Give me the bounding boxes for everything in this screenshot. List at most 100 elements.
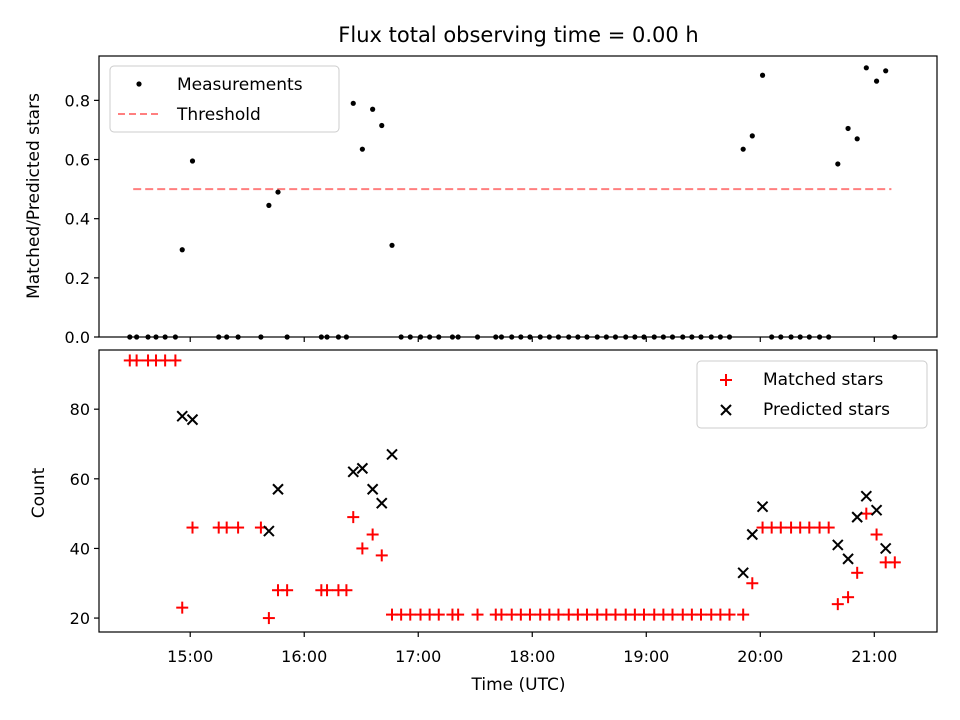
top-legend: Measurements Threshold <box>109 65 340 133</box>
legend-predicted-marker <box>720 404 732 416</box>
matched-star-point <box>822 521 835 534</box>
matched-star-point <box>831 598 844 611</box>
matched-star-point <box>694 608 707 621</box>
predicted-star-point <box>356 462 369 475</box>
measurement-point <box>379 122 385 129</box>
predicted-star-stroke-b <box>860 490 873 502</box>
matched-star-point <box>523 608 536 621</box>
x-tick-label: 17:00 <box>395 647 441 666</box>
bottom-plot-area: 20 40 60 80 15:00 16:00 17:00 18:00 19:00 20:00 21… <box>70 354 901 666</box>
x-tick-label: 18:00 <box>509 647 555 666</box>
predicted-star-point <box>842 553 854 565</box>
legend-predicted-label: Predicted stars <box>763 400 890 420</box>
predicted-star-stroke-b <box>272 483 284 495</box>
predicted-star-point <box>860 490 873 502</box>
matched-star-point <box>637 608 650 621</box>
top-y-tick-label: 0.2 <box>65 269 90 288</box>
predicted-star-stroke-b <box>746 528 759 541</box>
predicted-star-point <box>879 542 892 555</box>
matched-star-point <box>723 608 736 621</box>
bottom-legend-box <box>696 360 928 429</box>
predicted-star-stroke-b <box>347 466 359 478</box>
matched-star-point <box>737 608 750 621</box>
measurement-point <box>389 242 395 248</box>
matched-star-point <box>159 354 172 367</box>
measurement-point <box>759 72 766 78</box>
matched-star-point <box>609 608 622 621</box>
matched-star-point <box>842 591 855 604</box>
matched-star-point <box>356 542 369 555</box>
bottom-legend: Matched stars Predicted stars <box>696 360 928 429</box>
top-legend-box <box>109 65 340 133</box>
legend-matched-label: Matched stars <box>763 370 883 390</box>
measurement-point <box>350 100 356 106</box>
bottom-axes-frame <box>98 349 938 633</box>
measurement-point <box>863 65 869 71</box>
top-y-tick-label: 0.4 <box>65 210 90 229</box>
bottom-y-axis-label: Count <box>29 467 49 518</box>
matched-star-point <box>452 608 465 621</box>
top-y-tick-label: 0.8 <box>65 91 90 110</box>
matched-star-point <box>130 354 143 367</box>
measurement-point <box>370 106 376 112</box>
predicted-star-point <box>376 497 388 509</box>
predicted-star-stroke-b <box>176 410 188 422</box>
matched-star-point <box>666 608 679 621</box>
x-tick-label: 16:00 <box>281 647 327 666</box>
matched-star-point <box>375 549 388 562</box>
predicted-star-point <box>186 413 199 426</box>
measurement-point <box>266 202 272 208</box>
bottom-y-tick-label: 60 <box>70 470 90 489</box>
matched-star-point <box>746 577 759 590</box>
top-y-axis-label: Matched/Predicted stars <box>24 93 44 299</box>
x-tick-label: 15:00 <box>167 647 213 666</box>
matched-star-point <box>432 608 445 621</box>
predicted-star-stroke-b <box>870 504 883 516</box>
ratio-panel: Flux total observing time = 0.00 h Match… <box>24 23 938 347</box>
measurement-point <box>845 125 851 132</box>
matched-star-point <box>404 608 417 621</box>
measurement-point <box>179 247 185 253</box>
matched-star-point <box>366 528 379 541</box>
predicted-star-point <box>851 511 863 523</box>
x-tick-label: 19:00 <box>623 647 669 666</box>
predicted-star-point <box>366 483 379 495</box>
matched-star-point <box>281 584 294 597</box>
matched-star-point <box>347 511 360 524</box>
top-axes-frame <box>98 55 938 338</box>
matched-star-point <box>186 521 199 534</box>
top-y-tick-label: 0.6 <box>65 151 90 170</box>
predicted-star-stroke-b <box>842 553 854 565</box>
measurement-point <box>873 78 880 84</box>
predicted-star-point <box>386 448 398 461</box>
bottom-y-tick-label: 20 <box>70 609 90 628</box>
chart-title: Flux total observing time = 0.00 h <box>338 23 698 47</box>
x-tick-label: 20:00 <box>737 647 783 666</box>
matched-star-point <box>471 608 484 621</box>
predicted-star-point <box>263 525 275 537</box>
measurement-point <box>740 146 746 152</box>
measurement-point <box>854 136 860 142</box>
predicted-star-stroke-b <box>737 567 749 579</box>
predicted-star-point <box>272 483 284 495</box>
count-panel: Count Time (UTC) 20 40 60 80 15:00 16:00 17:00… <box>29 349 938 695</box>
predicted-star-stroke-b <box>263 525 275 537</box>
x-axis-label: Time (UTC) <box>471 675 566 695</box>
matched-star-point <box>803 521 816 534</box>
predicted-star-stroke-b <box>356 462 369 475</box>
matched-star-point <box>176 601 189 614</box>
measurement-point <box>883 68 889 74</box>
matched-star-point <box>552 608 565 621</box>
predicted-star-stroke-b <box>879 542 892 555</box>
matched-star-point <box>580 608 593 621</box>
predicted-star-point <box>870 504 883 516</box>
predicted-star-stroke-b <box>851 511 863 523</box>
predicted-star-stroke-b <box>386 448 398 461</box>
x-tick-label: 21:00 <box>851 647 897 666</box>
predicted-star-point <box>737 567 749 579</box>
legend-measurements-label: Measurements <box>177 75 303 95</box>
matched-star-point <box>340 584 353 597</box>
matched-star-point <box>870 528 883 541</box>
predicted-star-point <box>176 410 188 422</box>
predicted-star-point <box>746 528 759 541</box>
